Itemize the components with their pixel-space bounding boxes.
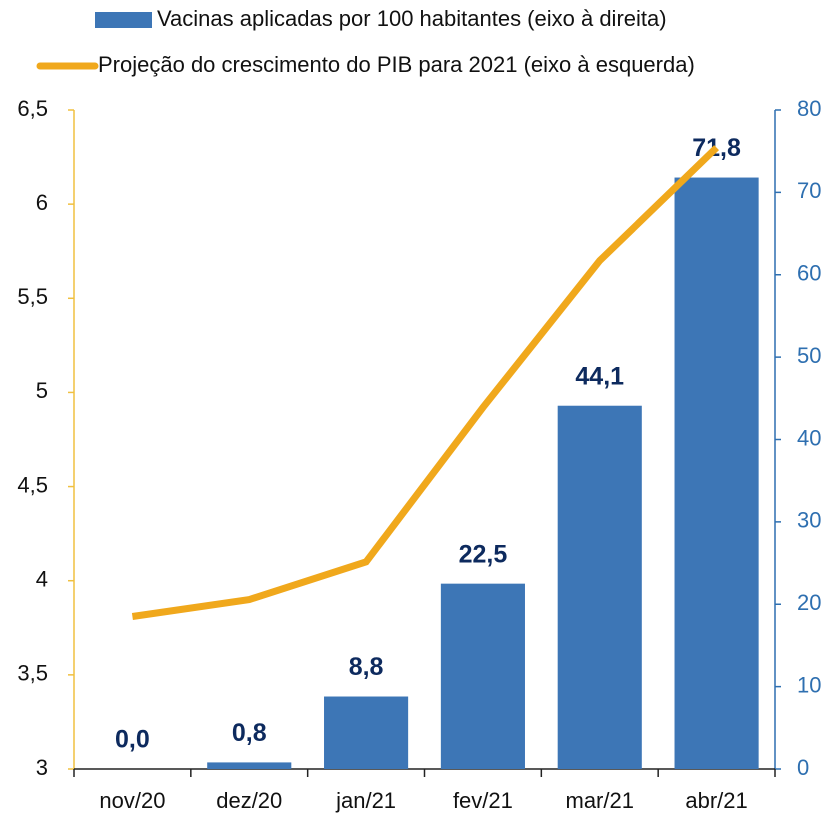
legend-swatch — [95, 12, 152, 28]
y-tick-label: 6 — [36, 190, 48, 215]
x-tick-label: mar/21 — [566, 788, 634, 813]
y2-tick-label: 10 — [797, 672, 821, 697]
y-tick-label: 5,5 — [17, 284, 48, 309]
legend-label: Vacinas aplicadas por 100 habitantes (ei… — [157, 6, 667, 31]
y-tick-label: 3,5 — [17, 661, 48, 686]
data-label: 22,5 — [459, 540, 508, 568]
y2-tick-label: 30 — [797, 508, 821, 533]
y2-tick-label: 40 — [797, 425, 821, 450]
x-tick-label: abr/21 — [685, 788, 747, 813]
y2-tick-label: 80 — [797, 96, 821, 121]
x-tick-label: jan/21 — [335, 788, 396, 813]
bar — [440, 583, 525, 769]
bar — [324, 696, 409, 769]
bar — [557, 405, 642, 769]
data-label: 44,1 — [575, 362, 624, 390]
y-tick-label: 5 — [36, 378, 48, 403]
y-tick-label: 4,5 — [17, 472, 48, 497]
line — [131, 145, 720, 620]
y2-tick-label: 70 — [797, 178, 821, 203]
data-label: 0,0 — [115, 726, 150, 754]
legend-label: Projeção do crescimento do PIB para 2021… — [98, 52, 695, 77]
y2-tick-label: 50 — [797, 343, 821, 368]
y2-tick-label: 60 — [797, 261, 821, 286]
x-tick-label: fev/21 — [453, 788, 513, 813]
data-label: 8,8 — [349, 653, 384, 681]
bar — [674, 177, 759, 770]
y-tick-label: 3 — [36, 755, 48, 780]
y2-tick-label: 0 — [797, 755, 809, 780]
x-tick-label: dez/20 — [216, 788, 282, 813]
y2-tick-label: 20 — [797, 590, 821, 615]
y-tick-label: 4 — [36, 567, 48, 592]
bar — [207, 762, 292, 769]
y-tick-label: 6,5 — [17, 96, 48, 121]
data-label: 0,8 — [232, 719, 267, 747]
x-tick-label: nov/20 — [99, 788, 165, 813]
